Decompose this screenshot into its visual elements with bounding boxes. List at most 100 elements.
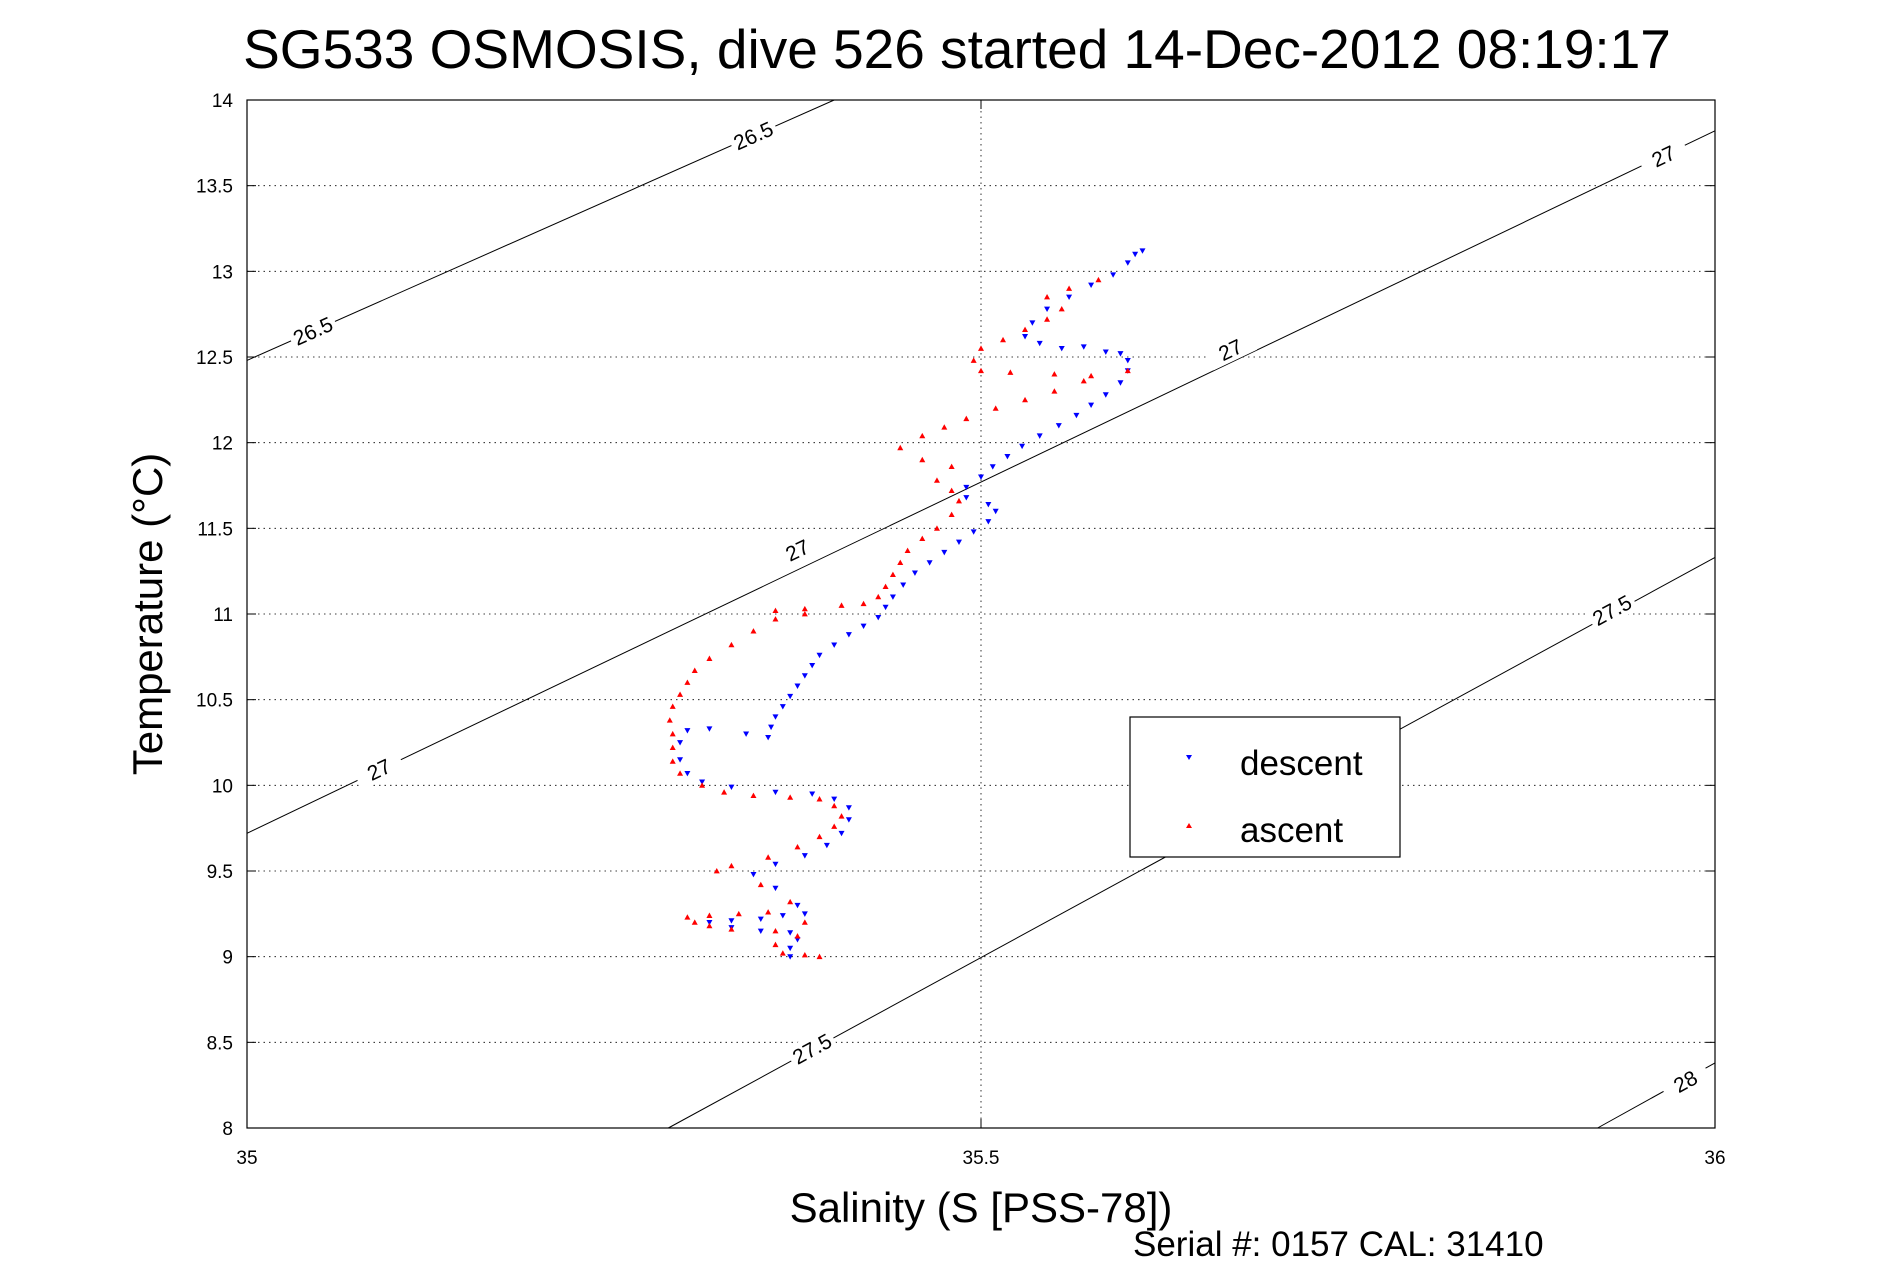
- ascent-point: [801, 611, 808, 617]
- x-tick-label: 36: [1704, 1148, 1725, 1169]
- descent-point: [889, 594, 896, 600]
- ascent-point: [713, 868, 720, 874]
- ascent-point: [691, 919, 698, 925]
- ascent-point: [1080, 377, 1087, 384]
- descent-point: [985, 501, 992, 508]
- ascent-point: [948, 511, 955, 518]
- y-tick-label: 11: [213, 605, 233, 626]
- ascent-point: [721, 789, 728, 795]
- descent-point: [728, 784, 735, 791]
- ascent-point: [1051, 388, 1058, 394]
- descent-point: [684, 770, 691, 777]
- descent-point: [941, 549, 948, 556]
- ascent-point: [831, 802, 838, 809]
- ascent-point: [948, 463, 955, 470]
- descent-point: [845, 817, 852, 823]
- descent-point: [801, 673, 808, 679]
- ascent-point: [1058, 306, 1065, 312]
- ascent-point: [677, 691, 684, 697]
- descent-point: [743, 731, 750, 737]
- y-tick-label: 8.5: [207, 1033, 233, 1054]
- descent-point: [985, 519, 992, 525]
- ascent-point: [889, 571, 896, 577]
- ascent-point: [666, 717, 673, 723]
- descent-point: [1058, 346, 1065, 352]
- descent-point: [794, 902, 801, 909]
- ascent-point: [955, 497, 962, 504]
- descent-point: [794, 683, 801, 689]
- density-contour-label-bg: [1658, 1058, 1712, 1103]
- ascent-point: [706, 655, 713, 661]
- ascent-point: [684, 679, 691, 685]
- ascent-point: [706, 912, 713, 918]
- y-tick-label: 13.5: [196, 177, 233, 198]
- ascent-point: [669, 730, 676, 737]
- y-tick-label: 11.5: [197, 519, 233, 540]
- ascent-point: [706, 922, 713, 929]
- ascent-point: [669, 703, 676, 709]
- ascent-point: [728, 862, 735, 869]
- descent-point: [699, 779, 706, 785]
- descent-point: [772, 861, 779, 868]
- descent-point: [838, 830, 845, 837]
- descent-point: [1139, 248, 1146, 254]
- descent-point: [684, 728, 691, 734]
- descent-point: [801, 911, 808, 917]
- descent-point: [768, 724, 775, 731]
- y-tick-label: 9: [222, 948, 233, 969]
- ascent-point: [904, 547, 911, 554]
- ascent-point: [948, 487, 955, 494]
- ascent-point: [992, 405, 999, 411]
- data-points: [666, 248, 1146, 960]
- serial-cal-footer: Serial #: 0157 CAL: 31410: [1133, 1225, 1544, 1262]
- ascent-point: [1066, 285, 1073, 291]
- descent-point: [955, 539, 962, 546]
- descent-point: [779, 704, 786, 710]
- descent-point: [845, 632, 852, 638]
- x-tick-label: 35: [236, 1148, 257, 1169]
- ascent-point: [970, 357, 977, 363]
- ascent-point: [919, 456, 926, 463]
- descent-point: [1019, 443, 1026, 450]
- ascent-point: [919, 432, 926, 439]
- legend-ascent-label: ascent: [1240, 811, 1343, 850]
- descent-point: [809, 791, 816, 797]
- ascent-point: [838, 813, 845, 819]
- ascent-point: [794, 844, 801, 850]
- descent-point: [1022, 334, 1029, 340]
- ascent-point: [897, 444, 904, 451]
- ascent-point: [779, 950, 786, 956]
- descent-point: [816, 652, 823, 659]
- ascent-point: [1044, 316, 1051, 322]
- ascent-point: [978, 367, 984, 374]
- ascent-point: [765, 854, 772, 860]
- descent-point: [706, 726, 713, 732]
- descent-point: [1124, 358, 1131, 364]
- descent-point: [823, 842, 830, 849]
- ascent-point: [941, 424, 948, 430]
- descent-point: [787, 954, 794, 960]
- descent-point: [1124, 260, 1131, 266]
- descent-point: [875, 615, 882, 621]
- y-axis-label: Temperature (°C): [124, 453, 171, 776]
- y-tick-label: 12.5: [196, 348, 233, 369]
- descent-point: [1004, 453, 1011, 460]
- descent-point: [989, 464, 996, 470]
- density-contour-label-bg: [1584, 587, 1639, 632]
- ascent-point: [669, 744, 676, 751]
- density-contour-label-bg: [770, 528, 824, 571]
- chart-title: SG533 OSMOSIS, dive 526 started 14-Dec-2…: [243, 18, 1671, 80]
- descent-point: [1036, 433, 1043, 439]
- x-axis-label: Salinity (S [PSS-78]): [790, 1184, 1173, 1231]
- ascent-point: [765, 909, 772, 915]
- ascent-point: [787, 898, 794, 905]
- descent-point: [1132, 251, 1139, 258]
- ascent-point: [669, 758, 676, 764]
- ascent-point: [831, 823, 838, 829]
- descent-point: [1110, 272, 1117, 278]
- descent-point: [1117, 380, 1124, 386]
- descent-point: [1066, 294, 1073, 301]
- y-tick-label: 13: [212, 262, 233, 283]
- y-tick-label: 10: [212, 776, 233, 797]
